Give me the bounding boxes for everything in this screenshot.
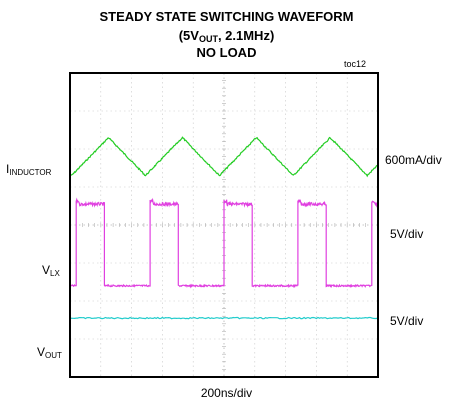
trace-lx	[69, 197, 379, 289]
label-inductor: IINDUCTOR	[6, 162, 52, 177]
label-vout: VOUT	[37, 345, 62, 360]
scale-vout: 5V/div	[390, 314, 424, 328]
x-axis-label: 200ns/div	[200, 386, 253, 400]
scale-vlx: 5V/div	[390, 227, 424, 241]
chart-title-line2: (5VOUT, 2.1MHz)	[178, 28, 275, 44]
trace-out	[69, 316, 379, 320]
scope-frame	[69, 72, 379, 378]
figure-id: toc12	[344, 59, 367, 69]
trace-inductor	[69, 136, 379, 178]
chart-title-line1: STEADY STATE SWITCHING WAVEFORM	[99, 9, 354, 24]
scope-traces	[69, 136, 379, 320]
label-vlx: VLX	[42, 263, 60, 278]
chart-title-line3: NO LOAD	[196, 45, 257, 60]
scale-inductor: 600mA/div	[385, 153, 442, 167]
